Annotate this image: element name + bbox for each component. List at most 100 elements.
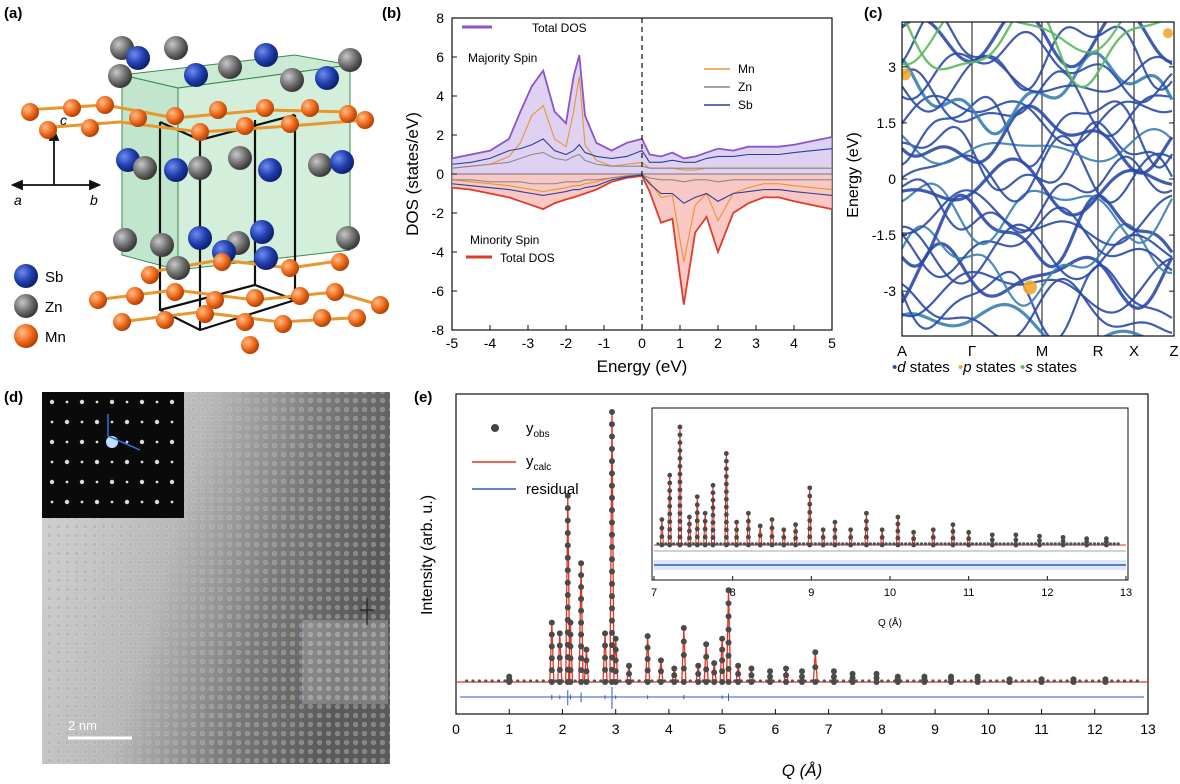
atom-sb bbox=[315, 66, 339, 90]
atom-mn bbox=[213, 253, 231, 271]
xrd-inset-obs-point bbox=[793, 535, 798, 541]
diffraction-spot bbox=[140, 420, 144, 424]
xrd-obs-point bbox=[612, 635, 619, 642]
dos-y-tick-label: -2 bbox=[432, 205, 445, 221]
xrd-obs-point bbox=[608, 544, 615, 550]
xrd-legend-residual-label: residual bbox=[526, 481, 579, 498]
bands-axes: 3 1.5 0 -1.5 -3 A Γ M R X Z bbox=[872, 59, 1179, 360]
xrd-obs-point bbox=[608, 605, 615, 612]
xrd-legend-obs-marker bbox=[491, 424, 499, 432]
xrd-inset-x-tick-label: 13 bbox=[1120, 587, 1132, 599]
dos-x-tick-label: 5 bbox=[828, 335, 836, 351]
xrd-x-tick-label: 8 bbox=[878, 721, 886, 737]
xrd-obs-point bbox=[748, 665, 755, 672]
xrd-inset-obs-point bbox=[998, 542, 1002, 546]
xrd-inset-obs-point bbox=[864, 526, 869, 532]
xrd-inset-obs-point bbox=[807, 542, 813, 548]
xrd-obs-point bbox=[484, 679, 488, 683]
diffraction-spot bbox=[79, 479, 85, 485]
xrd-obs-point bbox=[564, 567, 571, 574]
diffraction-spot bbox=[155, 480, 159, 484]
xrd-obs-point bbox=[1129, 679, 1133, 683]
xrd-inset-obs-point bbox=[966, 529, 972, 535]
bands-y-tick-label: 3 bbox=[888, 59, 896, 75]
legend-s-italic: s bbox=[1025, 359, 1033, 376]
xrd-obs-point bbox=[477, 679, 482, 683]
xrd-inset-obs-point bbox=[832, 534, 838, 540]
panel-label-a: (a) bbox=[4, 5, 22, 22]
xrd-inset-obs-point bbox=[656, 542, 660, 546]
xrd-inset-obs-point bbox=[687, 535, 692, 541]
xrd-inset-obs-point bbox=[820, 534, 826, 540]
xrd-obs-point bbox=[602, 666, 609, 673]
xrd-inset-obs-point bbox=[746, 526, 751, 532]
xrd-obs-point bbox=[608, 409, 615, 415]
xrd-obs-point bbox=[982, 679, 986, 683]
xrd-inset-obs-point bbox=[930, 534, 936, 540]
band-line bbox=[902, 193, 1174, 269]
bands-y-tick-label: 0 bbox=[888, 171, 896, 187]
xrd-obs-point bbox=[956, 679, 961, 683]
xrd-obs-point bbox=[602, 679, 609, 685]
xrd-inset-obs-point bbox=[959, 542, 963, 546]
kpoint-label: A bbox=[897, 343, 907, 360]
xrd-inset-obs-point bbox=[687, 521, 692, 527]
xrd-inset-obs-point bbox=[950, 522, 956, 528]
panel-label-b: (b) bbox=[382, 5, 401, 22]
axis-triad bbox=[10, 127, 102, 191]
xrd-obs-point bbox=[528, 679, 533, 683]
xrd-obs-point bbox=[612, 657, 619, 664]
xrd-inset-obs-point bbox=[677, 455, 683, 461]
xrd-obs-point bbox=[608, 507, 615, 514]
xrd-inset-obs-point bbox=[781, 542, 787, 548]
xrd-inset-obs-point bbox=[817, 542, 821, 546]
atom-sb bbox=[250, 220, 274, 244]
xrd-inset-obs-point bbox=[694, 502, 700, 508]
xrd-obs-point bbox=[1033, 679, 1037, 683]
atom-mn bbox=[236, 313, 254, 331]
diffraction-spot bbox=[110, 500, 114, 504]
xrd-inset-obs-point bbox=[1069, 542, 1073, 546]
xrd-obs-point bbox=[719, 635, 726, 642]
xrd-inset-obs-point bbox=[1037, 538, 1042, 543]
xrd-inset-obs-point bbox=[677, 518, 683, 524]
xrd-inset-obs-point bbox=[793, 529, 798, 534]
band-line bbox=[902, 51, 1174, 136]
dos-legend-sb-label: Sb bbox=[738, 98, 753, 112]
atom-zn bbox=[228, 146, 252, 170]
kpoint-label: R bbox=[1093, 343, 1104, 360]
band-line bbox=[902, 104, 1174, 175]
xrd-inset-obs-point bbox=[848, 534, 854, 540]
xrd-obs-point bbox=[937, 679, 941, 683]
xrd-inset-obs-point bbox=[837, 542, 841, 546]
xrd-obs-point bbox=[573, 679, 577, 683]
xrd-inset-obs-point bbox=[1037, 542, 1042, 548]
dos-series-sb-minority bbox=[451, 174, 833, 204]
xrd-inset-obs-point bbox=[950, 529, 956, 534]
legend-s-suffix: states bbox=[1033, 359, 1077, 376]
xrd-obs-point bbox=[644, 644, 651, 651]
xrd-inset-obs-point bbox=[677, 534, 683, 540]
diffraction-spot bbox=[109, 479, 115, 485]
xrd-inset-obs-point bbox=[848, 527, 854, 533]
xrd-inset-obs-point bbox=[723, 527, 729, 533]
xrd-legend-calc-sub: calc bbox=[534, 462, 552, 473]
xrd-obs-point bbox=[861, 679, 865, 683]
legend-d-suffix: states bbox=[906, 359, 950, 376]
band-line bbox=[902, 68, 1173, 138]
xrd-inset-obs-point bbox=[841, 542, 845, 546]
atom-sb bbox=[330, 150, 354, 174]
xrd-obs-point bbox=[812, 664, 819, 671]
xrd-inset-obs-point bbox=[884, 542, 888, 546]
xrd-obs-point bbox=[1038, 676, 1045, 683]
xrd-inset-obs-point bbox=[801, 542, 806, 546]
xrd-inset-obs-point bbox=[742, 542, 747, 546]
xrd-inset-obs-point bbox=[710, 535, 716, 540]
dos-x-tick-label: 1 bbox=[676, 335, 684, 351]
diffraction-spot bbox=[110, 420, 114, 424]
p-state-pocket bbox=[1163, 28, 1173, 39]
dos-series-total-dos-majority bbox=[451, 54, 833, 160]
xrd-obs-point bbox=[725, 639, 732, 646]
xrd-obs-point bbox=[1070, 676, 1077, 683]
xrd-inset-obs-point bbox=[1112, 542, 1116, 546]
